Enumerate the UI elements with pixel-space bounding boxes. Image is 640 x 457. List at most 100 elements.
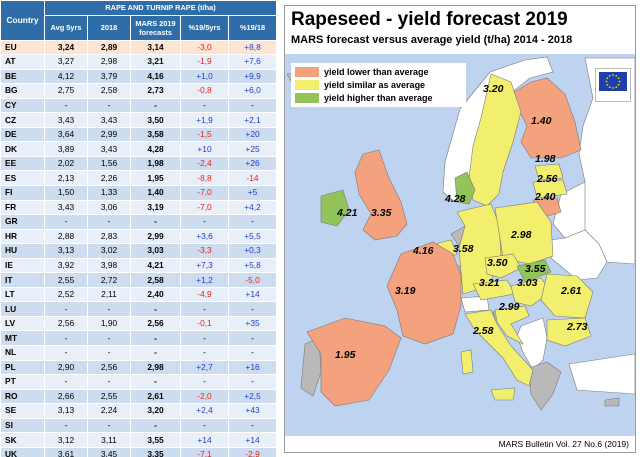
cell-pct-5yrs: +10 <box>180 141 229 157</box>
legend-item-lower: yield lower than average <box>295 66 462 78</box>
map-label-hu: 3.03 <box>517 277 538 289</box>
cell-forecast: 3,14 <box>130 39 181 56</box>
cell-2018: 1,33 <box>87 185 131 201</box>
cell-country: ES <box>0 170 45 187</box>
cell-pct-18: -2,9 <box>227 446 278 457</box>
cell-country: LV <box>0 315 45 332</box>
cell-avg-5yrs: 3,13 <box>44 403 88 419</box>
country-italy <box>464 309 534 387</box>
legend-swatch-similar <box>295 80 319 90</box>
cell-pct-5yrs: -0,1 <box>180 315 229 332</box>
cell-forecast: 2,56 <box>130 315 181 332</box>
table-row: CZ 3,43 3,43 3,50 +1,9 +2,1 <box>0 112 278 128</box>
cell-pct-18: +16 <box>227 359 278 376</box>
cell-country: NL <box>0 345 45 361</box>
cell-avg-5yrs: 3,12 <box>44 432 88 448</box>
legend-item-higher: yield higher than average <box>295 92 462 104</box>
country-finland <box>510 77 582 159</box>
map-label-fi: 1.40 <box>531 115 552 127</box>
table-body: EU 3,24 2,89 3,14 -3,0 +8,8 AT 3,27 2,98 3,21 -1,9… <box>0 39 278 457</box>
cell-2018: 2,83 <box>87 228 131 245</box>
cell-forecast: 3,20 <box>130 403 181 419</box>
cell-2018: - <box>87 330 131 347</box>
cell-pct-18: -5,0 <box>227 272 278 288</box>
cell-pct-5yrs: - <box>180 417 229 434</box>
table-row: LV 2,56 1,90 2,56 -0,1 +35 <box>0 315 278 332</box>
cell-pct-18: +20 <box>227 126 278 143</box>
cell-country: MT <box>0 330 45 347</box>
cell-2018: 2,26 <box>87 170 131 187</box>
map-panel: Rapeseed - yield forecast 2019 MARS fore… <box>284 5 636 453</box>
cell-avg-5yrs: 2,52 <box>44 286 88 303</box>
map-label-dk: 4.28 <box>444 193 466 205</box>
cell-country: PL <box>0 359 45 376</box>
cell-2018: 2,55 <box>87 388 131 405</box>
cell-country: PT <box>0 374 45 390</box>
cell-2018: - <box>87 301 131 317</box>
table-row: RO 2,66 2,55 2,61 -2,0 +2,5 <box>0 388 278 405</box>
cell-country: EU <box>0 39 45 56</box>
country-france <box>386 241 462 345</box>
cell-avg-5yrs: 3,61 <box>44 446 88 457</box>
col-header-2018: 2018 <box>87 14 131 41</box>
cell-2018: - <box>87 97 131 114</box>
cell-pct-18: +43 <box>227 403 278 419</box>
bulletin-footer: MARS Bulletin Vol. 27 No.6 (2019) <box>498 439 629 449</box>
table-row: IT 2,55 2,72 2,58 +1,2 -5,0 <box>0 272 278 288</box>
cell-country: FR <box>0 199 45 216</box>
cell-pct-18: +26 <box>227 155 278 172</box>
cell-pct-5yrs: -3,3 <box>180 243 229 259</box>
cell-pct-5yrs: - <box>180 345 229 361</box>
cell-forecast: 1,40 <box>130 185 181 201</box>
cell-avg-5yrs: 3,43 <box>44 199 88 216</box>
cell-forecast: - <box>130 214 181 230</box>
map-label-at: 3.21 <box>479 277 500 289</box>
legend-swatch-lower <box>295 67 319 77</box>
map-subtitle: MARS forecast versus average yield (t/ha… <box>291 34 573 46</box>
legend-label-similar: yield similar as average <box>324 80 426 90</box>
cell-pct-18: +5,5 <box>227 228 278 245</box>
table-row: SK 3,12 3,11 3,55 +14 +14 <box>0 432 278 448</box>
cell-forecast: 2,58 <box>130 272 181 288</box>
cell-2018: 3,06 <box>87 199 131 216</box>
map-label-de: 3.58 <box>453 243 474 255</box>
cell-pct-5yrs: -2,4 <box>180 155 229 172</box>
table-row: BG 2,75 2,58 2,73 -0,8 +6,0 <box>0 83 278 99</box>
country-czechia <box>484 253 522 279</box>
country-sicily <box>490 387 516 401</box>
cell-pct-5yrs: +2,7 <box>180 359 229 376</box>
cell-pct-18: +7,6 <box>227 54 278 70</box>
cell-pct-18: +14 <box>227 432 278 448</box>
cell-pct-18: - <box>227 301 278 317</box>
yield-table-panel: Country RAPE AND TURNIP RAPE (t/ha) Avg … <box>0 0 278 457</box>
table-row: PT - - - - - <box>0 374 278 390</box>
cell-avg-5yrs: - <box>44 374 88 390</box>
cell-country: LT <box>0 286 45 303</box>
cell-2018: 3,45 <box>87 446 131 457</box>
cell-forecast: 2,40 <box>130 286 181 303</box>
country-ireland <box>320 189 350 227</box>
country-sweden <box>468 73 522 207</box>
col-header-avg: Avg 5yrs <box>44 14 88 41</box>
map-label-uk: 3.35 <box>371 207 392 219</box>
cell-forecast: 3,19 <box>130 199 181 216</box>
country-spain <box>306 317 402 407</box>
cell-forecast: 4,21 <box>130 257 181 274</box>
cell-country: GR <box>0 214 45 230</box>
cell-forecast: 4,16 <box>130 68 181 85</box>
cell-forecast: - <box>130 374 181 390</box>
cell-pct-5yrs: -2,0 <box>180 388 229 405</box>
map-label-be: 4.16 <box>412 245 434 257</box>
map-label-sk: 3.55 <box>525 263 546 275</box>
cell-pct-5yrs: +2,4 <box>180 403 229 419</box>
cell-country: IE <box>0 257 45 274</box>
cell-forecast: 1,95 <box>130 170 181 187</box>
cell-pct-5yrs: -3,0 <box>180 39 229 56</box>
cell-country: HU <box>0 243 45 259</box>
map-label-ie: 4.21 <box>336 207 358 219</box>
cell-avg-5yrs: - <box>44 345 88 361</box>
cell-pct-5yrs: -4,9 <box>180 286 229 303</box>
cell-forecast: 3,50 <box>130 112 181 128</box>
cell-2018: - <box>87 417 131 434</box>
cell-2018: 3,02 <box>87 243 131 259</box>
